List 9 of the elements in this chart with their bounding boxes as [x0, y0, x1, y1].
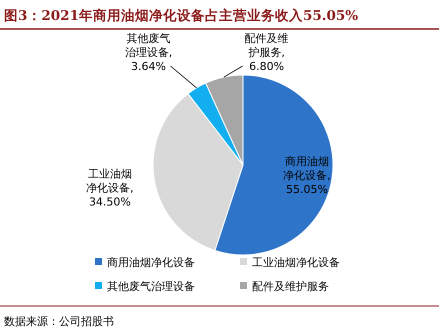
legend-item: 其他废气治理设备 [95, 280, 195, 293]
source-note: 数据来源：公司招股书 [4, 315, 114, 328]
legend-item: 工业油烟净化设备 [240, 256, 340, 269]
legend-item: 配件及维护服务 [240, 280, 329, 293]
chart-title: 图3：2021年商用油烟净化设备占主营业务收入55.05% [4, 7, 358, 24]
legend-item: 商用油烟净化设备 [95, 256, 195, 269]
data-label: 工业油烟净化设备,34.50% [86, 168, 134, 209]
data-label: 其他废气治理设备,3.64% [124, 32, 172, 73]
data-label: 配件及维护服务,6.80% [244, 32, 289, 73]
